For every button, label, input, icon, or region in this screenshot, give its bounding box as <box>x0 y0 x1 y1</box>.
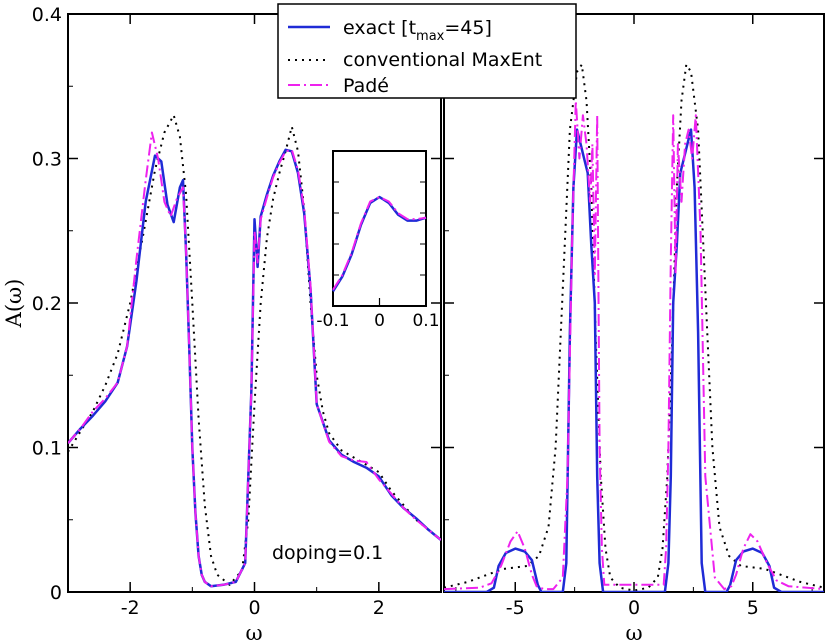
inset-x-tick-label: 0 <box>374 311 385 331</box>
left-x-tick-label: -2 <box>121 597 140 619</box>
right-series-exact <box>444 128 824 592</box>
right-series-pade <box>444 99 824 591</box>
inset-panel: -0.1 0 0.1 <box>316 150 440 331</box>
legend-label-maxent: conventional MaxEnt <box>343 49 542 71</box>
right-x-tick-label: 0 <box>628 597 640 619</box>
y-axis-label: A(ω) <box>2 279 26 329</box>
right-panel: -5 0 5 ω <box>443 13 825 642</box>
right-series-maxent <box>444 63 824 592</box>
inset-x-tick-label: 0.1 <box>412 311 439 331</box>
left-y-tick-label: 0.2 <box>32 293 62 315</box>
left-y-tick-label: 0.3 <box>32 149 62 171</box>
legend-label-pade: Padé <box>343 75 389 97</box>
left-x-axis-label: ω <box>245 621 262 642</box>
inset-x-tick-label: -0.1 <box>316 311 349 331</box>
legend: exact [tmax=45] conventional MaxEnt Padé <box>277 3 577 99</box>
left-y-tick-label: 0 <box>50 582 62 604</box>
inset-series-pade <box>332 196 427 291</box>
left-annotation: doping=0.1 <box>272 542 383 564</box>
left-y-tick-label: 0.1 <box>32 438 62 460</box>
left-series-pade <box>68 131 441 588</box>
inset-frame <box>332 150 427 307</box>
left-y-tick-label: 0.4 <box>32 4 62 26</box>
left-series-maxent <box>68 114 441 586</box>
left-x-tick-label: 0 <box>248 597 260 619</box>
left-x-tick-label: 2 <box>373 597 385 619</box>
right-x-axis-label: ω <box>625 621 642 642</box>
right-x-tick-label: 5 <box>747 597 759 619</box>
left-panel: -2 0 2 0 0.1 0.2 0.3 0.4 doping=0.1 ω <box>32 4 442 642</box>
legend-box <box>277 3 577 99</box>
right-panel-frame <box>443 13 825 593</box>
legend-label-exact: exact [tmax=45] <box>343 17 492 44</box>
right-x-tick-label: -5 <box>506 597 525 619</box>
